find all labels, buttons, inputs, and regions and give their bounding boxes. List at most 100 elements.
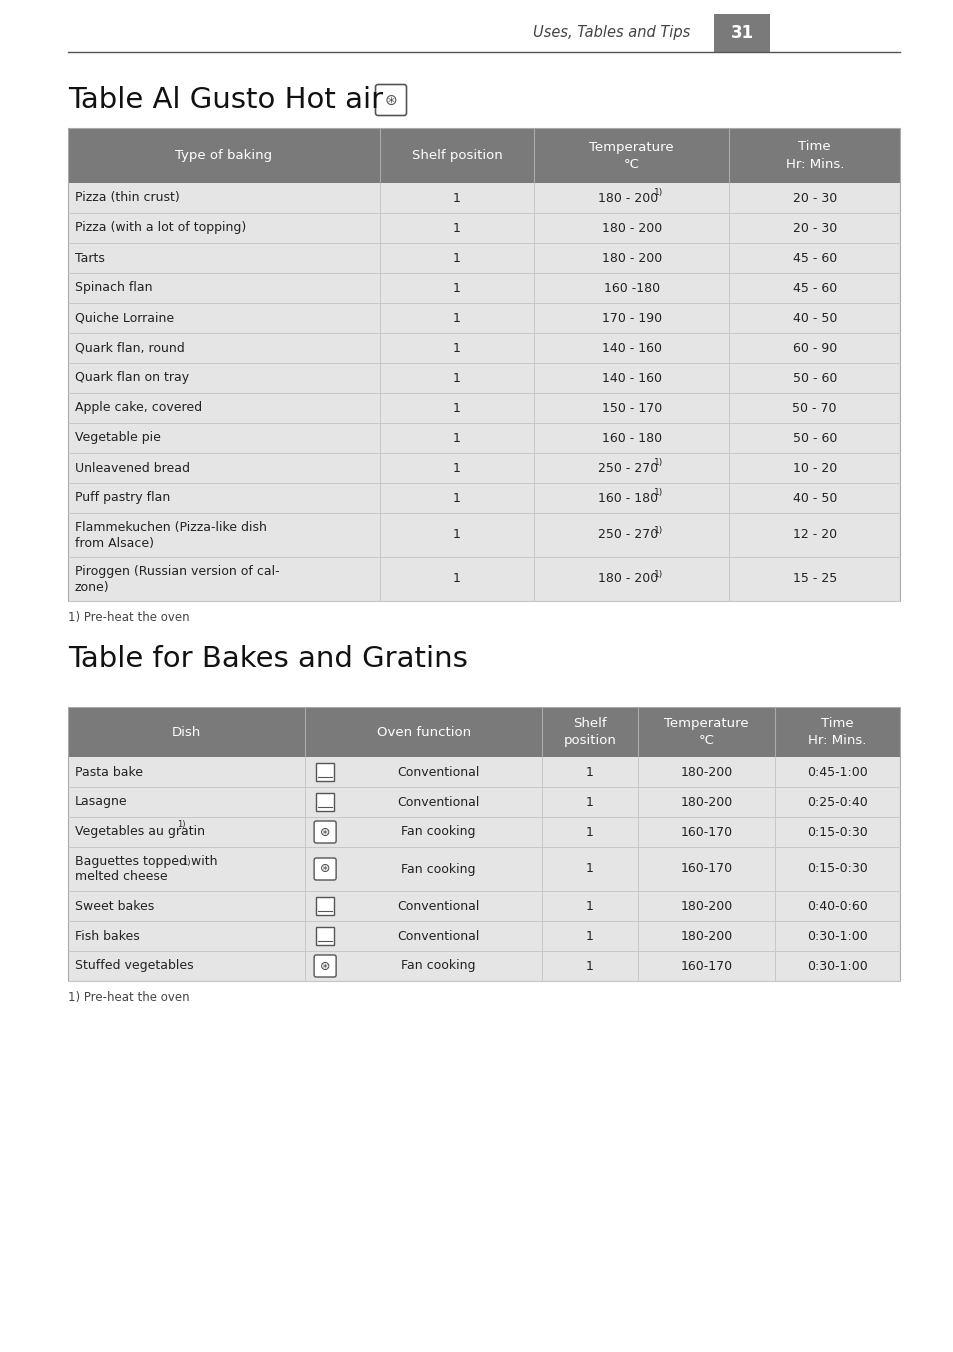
- Text: 1) Pre-heat the oven: 1) Pre-heat the oven: [68, 991, 190, 1003]
- FancyBboxPatch shape: [314, 955, 335, 977]
- Bar: [68, 846, 899, 891]
- Text: 60 - 90: 60 - 90: [792, 342, 836, 354]
- Bar: [68, 757, 899, 787]
- Bar: [68, 787, 899, 817]
- Text: 180 - 200: 180 - 200: [597, 572, 658, 585]
- Text: Stuffed vegetables: Stuffed vegetables: [75, 960, 193, 972]
- Text: Time
Hr: Mins.: Time Hr: Mins.: [807, 717, 866, 748]
- Bar: [68, 512, 899, 557]
- Text: Conventional: Conventional: [397, 765, 479, 779]
- Text: Quark flan on tray: Quark flan on tray: [75, 372, 189, 384]
- Text: 0:25-0:40: 0:25-0:40: [806, 795, 867, 808]
- Text: 180-200: 180-200: [679, 899, 732, 913]
- Text: 180 - 200: 180 - 200: [601, 222, 661, 234]
- Text: 1: 1: [453, 372, 460, 384]
- FancyBboxPatch shape: [375, 84, 406, 115]
- Text: 1: 1: [453, 222, 460, 234]
- Text: Temperature
°C: Temperature °C: [663, 717, 748, 748]
- Text: Table for Bakes and Gratins: Table for Bakes and Gratins: [68, 645, 467, 673]
- Text: 10 - 20: 10 - 20: [792, 461, 836, 475]
- Text: 160 - 180: 160 - 180: [601, 431, 661, 445]
- Bar: [68, 128, 899, 183]
- Text: 1): 1): [653, 488, 662, 498]
- FancyBboxPatch shape: [314, 821, 335, 844]
- Text: 170 - 190: 170 - 190: [601, 311, 661, 324]
- Text: Fan cooking: Fan cooking: [401, 863, 476, 876]
- Text: 160-170: 160-170: [679, 826, 732, 838]
- Text: Conventional: Conventional: [397, 795, 479, 808]
- Text: 1: 1: [453, 529, 460, 542]
- Text: 140 - 160: 140 - 160: [601, 372, 661, 384]
- Text: 160 - 180: 160 - 180: [597, 492, 657, 504]
- Text: 1: 1: [585, 930, 594, 942]
- Text: 50 - 60: 50 - 60: [792, 431, 836, 445]
- Text: 20 - 30: 20 - 30: [792, 222, 836, 234]
- Text: Fan cooking: Fan cooking: [401, 960, 476, 972]
- Bar: [68, 423, 899, 453]
- Text: 250 - 270: 250 - 270: [597, 461, 658, 475]
- Text: Puff pastry flan: Puff pastry flan: [75, 492, 170, 504]
- Bar: [68, 707, 899, 982]
- Text: 1: 1: [585, 960, 594, 972]
- Bar: [68, 707, 899, 757]
- Text: 0:40-0:60: 0:40-0:60: [806, 899, 867, 913]
- Bar: [68, 817, 899, 846]
- Text: ⊛: ⊛: [319, 960, 330, 972]
- Text: 0:30-1:00: 0:30-1:00: [806, 930, 867, 942]
- Text: 180-200: 180-200: [679, 795, 732, 808]
- Text: 1: 1: [453, 492, 460, 504]
- Bar: [315, 794, 334, 811]
- Text: 1): 1): [653, 569, 662, 579]
- Bar: [315, 927, 334, 945]
- Text: 1): 1): [653, 458, 662, 468]
- Text: 1: 1: [585, 826, 594, 838]
- Bar: [68, 214, 899, 243]
- Bar: [315, 763, 334, 781]
- Text: Apple cake, covered: Apple cake, covered: [75, 402, 202, 415]
- Text: Spinach flan: Spinach flan: [75, 281, 152, 295]
- Text: Fish bakes: Fish bakes: [75, 930, 139, 942]
- Bar: [68, 243, 899, 273]
- Text: 1: 1: [585, 899, 594, 913]
- Text: Baguettes topped with
melted cheese: Baguettes topped with melted cheese: [75, 854, 217, 883]
- Text: 31: 31: [730, 24, 753, 42]
- Text: 180-200: 180-200: [679, 765, 732, 779]
- Text: 180 - 200: 180 - 200: [597, 192, 658, 204]
- Text: ⊛: ⊛: [319, 863, 330, 876]
- Text: 250 - 270: 250 - 270: [597, 529, 658, 542]
- Text: 1: 1: [453, 402, 460, 415]
- Text: 40 - 50: 40 - 50: [792, 311, 836, 324]
- Bar: [68, 557, 899, 602]
- Text: 0:15-0:30: 0:15-0:30: [806, 826, 867, 838]
- Text: 1: 1: [453, 251, 460, 265]
- Text: 160-170: 160-170: [679, 960, 732, 972]
- Text: 50 - 70: 50 - 70: [792, 402, 836, 415]
- Text: Unleavened bread: Unleavened bread: [75, 461, 190, 475]
- Text: 15 - 25: 15 - 25: [792, 572, 836, 585]
- Text: 180 - 200: 180 - 200: [601, 251, 661, 265]
- Text: 50 - 60: 50 - 60: [792, 372, 836, 384]
- Text: 1: 1: [453, 461, 460, 475]
- Text: 40 - 50: 40 - 50: [792, 492, 836, 504]
- Bar: [713, 14, 769, 51]
- Text: Sweet bakes: Sweet bakes: [75, 899, 154, 913]
- Bar: [68, 273, 899, 303]
- Bar: [315, 896, 334, 915]
- Text: 0:45-1:00: 0:45-1:00: [806, 765, 867, 779]
- Text: Table Al Gusto Hot air: Table Al Gusto Hot air: [68, 87, 383, 114]
- Bar: [68, 921, 899, 950]
- Text: Fan cooking: Fan cooking: [401, 826, 476, 838]
- Text: 150 - 170: 150 - 170: [601, 402, 661, 415]
- Text: 1: 1: [453, 342, 460, 354]
- Text: Pizza (with a lot of topping): Pizza (with a lot of topping): [75, 222, 246, 234]
- Text: Quark flan, round: Quark flan, round: [75, 342, 185, 354]
- Bar: [68, 453, 899, 483]
- Text: Time
Hr: Mins.: Time Hr: Mins.: [784, 141, 843, 170]
- Text: 20 - 30: 20 - 30: [792, 192, 836, 204]
- Bar: [68, 483, 899, 512]
- Text: Vegetables au gratin: Vegetables au gratin: [75, 826, 205, 838]
- Text: 0:15-0:30: 0:15-0:30: [806, 863, 867, 876]
- Text: Pizza (thin crust): Pizza (thin crust): [75, 192, 179, 204]
- Text: 1: 1: [453, 572, 460, 585]
- Text: ⊛: ⊛: [384, 92, 397, 108]
